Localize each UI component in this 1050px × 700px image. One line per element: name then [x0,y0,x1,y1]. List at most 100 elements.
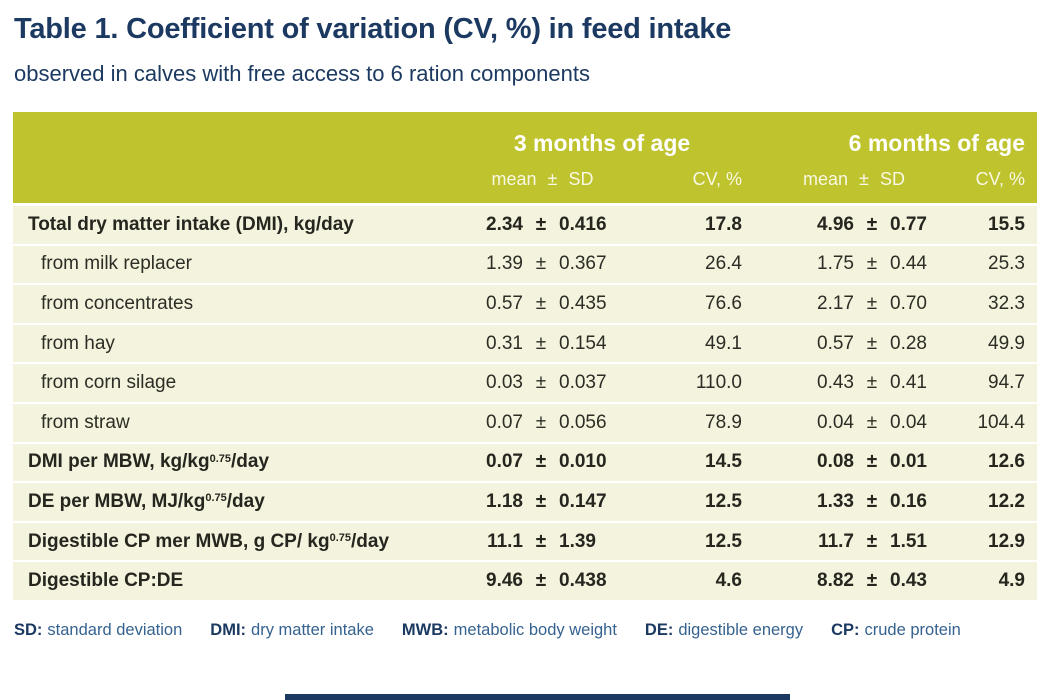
table-row: DMI per MBW, kg/kg 0.75/day 0.07 ± 0.010 … [13,441,1037,482]
subheader-mean-sd-3mo: mean ± SD [491,169,594,189]
m6-mean: 1.75 [817,253,854,275]
table-row: from concentrates 0.57 ± 0.435 76.6 2.17… [13,283,1037,323]
m3-plus-minus: ± [535,451,547,473]
row-label: from hay [41,332,115,354]
m6-sd: 0.28 [890,332,927,354]
legend-abbr: SD: [14,621,43,639]
row-label: Digestible CP mer MWB, g CP/ kg 0.75/day [28,530,390,552]
m6-plus-minus: ± [866,530,878,552]
m3-cv: 49.1 [705,332,742,354]
legend-item-dmi: DMI: dry matter intake [210,621,374,640]
m3-sd: 0.438 [559,570,607,592]
m6-plus-minus: ± [866,332,878,354]
row-label: from straw [41,411,130,433]
m3-plus-minus: ± [535,490,547,512]
m3-cv: 12.5 [705,530,742,552]
m6-cv: 32.3 [988,292,1025,314]
m3-plus-minus: ± [535,253,547,275]
m3-plus-minus: ± [535,411,547,433]
m3-sd: 0.056 [559,411,607,433]
m6-sd: 0.16 [890,490,927,512]
m3-plus-minus: ± [535,570,547,592]
m3-mean: 2.34 [486,213,523,235]
legend-item-de: DE: digestible energy [645,621,803,640]
m3-cv: 78.9 [705,411,742,433]
m3-mean: 0.07 [486,411,523,433]
m3-mean: 9.46 [486,570,523,592]
m3-cv: 12.5 [705,490,742,512]
legend-text: crude protein [864,621,961,639]
row-label: from concentrates [41,292,194,314]
m6-cv: 25.3 [988,253,1025,275]
m3-mean: 0.07 [486,451,523,473]
m3-sd: 0.010 [559,451,607,473]
m3-mean: 0.57 [486,292,523,314]
legend-abbr: DMI: [210,621,247,639]
table-header: 3 months of age 6 months of age mean ± S… [13,112,1037,203]
m6-plus-minus: ± [866,451,878,473]
m3-mean: 1.39 [486,253,523,275]
m3-sd: 0.435 [559,292,607,314]
m6-sd: 0.01 [890,451,927,473]
m6-sd: 0.77 [890,213,927,235]
table-row: from hay 0.31 ± 0.154 49.1 0.57 ± 0.28 4… [13,322,1037,363]
legend-abbr: MWB: [401,621,449,639]
m6-plus-minus: ± [866,570,878,592]
m6-cv: 12.9 [988,530,1025,552]
row-label: Total dry matter intake (DMI), kg/day [28,213,354,235]
m3-sd: 0.416 [559,213,607,235]
legend-abbr: CP: [831,621,860,639]
header-3-months: 3 months of age [513,129,691,156]
m6-mean: 8.82 [817,570,854,592]
m6-plus-minus: ± [866,292,878,314]
m6-cv: 15.5 [988,213,1025,235]
m3-mean: 0.03 [486,372,523,394]
table-row: Digestible CP:DE 9.46 ± 0.438 4.6 8.82 ±… [13,560,1037,600]
m6-mean: 1.33 [817,490,854,512]
abbreviation-legend: SD: standard deviation DMI: dry matter i… [14,621,961,640]
m3-mean: 1.18 [486,490,523,512]
table-row: Digestible CP mer MWB, g CP/ kg 0.75/day … [13,520,1037,561]
legend-abbr: DE: [644,621,674,639]
legend-item-mwb: MWB: metabolic body weight [402,621,617,640]
table-row: DE per MBW, MJ/kg 0.75/day 1.18 ± 0.147 1… [13,481,1037,521]
table-row: from straw 0.07 ± 0.056 78.9 0.04 ± 0.04… [13,401,1037,442]
m6-mean: 0.04 [817,411,854,433]
m3-mean: 11.1 [487,530,523,552]
m3-plus-minus: ± [535,332,547,354]
m6-mean: 0.43 [817,372,854,394]
row-label: DE per MBW, MJ/kg 0.75/day [28,490,265,512]
table-row: from milk replacer 1.39 ± 0.367 26.4 1.7… [13,243,1037,284]
m3-sd: 0.147 [559,490,607,512]
m6-cv: 12.2 [988,490,1025,512]
table-title: Table 1. Coefficient of variation (CV, %… [14,13,732,45]
m6-cv: 12.6 [988,451,1025,473]
m3-plus-minus: ± [535,292,547,314]
m6-sd: 0.41 [890,372,927,394]
m6-cv: 49.9 [988,332,1025,354]
m6-plus-minus: ± [866,213,878,235]
m3-cv: 14.5 [705,451,742,473]
m6-sd: 1.51 [890,530,927,552]
subheader-cv-3mo: CV, % [692,169,742,189]
table-body: Total dry matter intake (DMI), kg/day 2.… [13,203,1037,600]
m3-sd: 0.154 [559,332,607,354]
m6-plus-minus: ± [866,372,878,394]
m3-sd: 1.39 [559,530,596,552]
m6-sd: 0.43 [890,570,927,592]
m6-mean: 0.57 [817,332,854,354]
m3-cv: 4.6 [715,570,742,592]
table-subtitle: observed in calves with free access to 6… [14,61,590,86]
m3-sd: 0.367 [559,253,607,275]
legend-text: dry matter intake [251,621,374,639]
m6-sd: 0.44 [890,253,927,275]
m6-mean: 4.96 [817,213,854,235]
subheader-mean-sd-6mo: mean ± SD [803,169,905,189]
m3-sd: 0.037 [559,372,607,394]
m3-mean: 0.31 [486,332,523,354]
row-label: DMI per MBW, kg/kg 0.75/day [28,451,270,473]
table-row: from corn silage 0.03 ± 0.037 110.0 0.43… [13,362,1037,402]
m3-plus-minus: ± [535,213,547,235]
m6-plus-minus: ± [866,253,878,275]
m3-plus-minus: ± [535,530,547,552]
